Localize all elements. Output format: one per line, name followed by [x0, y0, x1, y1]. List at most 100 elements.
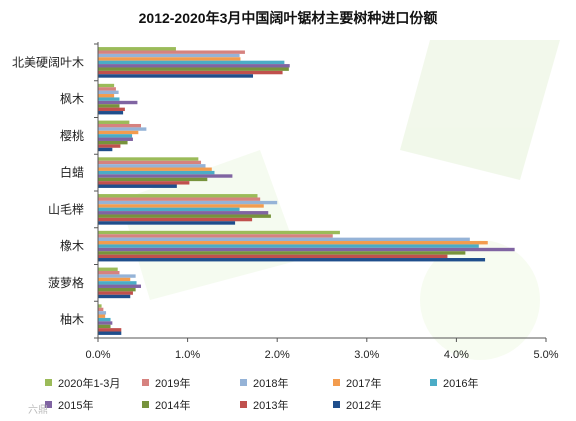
bar — [98, 87, 116, 91]
category-label: 枫木 — [60, 91, 84, 106]
bar — [98, 207, 240, 212]
bar — [98, 221, 236, 225]
legend-swatch — [45, 401, 52, 408]
bar — [98, 274, 136, 278]
x-tick-label: 4.0% — [444, 349, 469, 361]
legend-label: 2015年 — [58, 398, 93, 412]
bar — [98, 277, 131, 282]
bar — [98, 237, 470, 242]
bar — [98, 331, 122, 335]
bar — [98, 211, 269, 215]
legend-label: 2018年 — [253, 376, 288, 390]
bar — [98, 127, 147, 131]
x-tick-label: 5.0% — [533, 349, 558, 361]
bar — [98, 234, 333, 238]
bar — [98, 160, 202, 165]
category-label: 樱桃 — [60, 128, 84, 143]
bar — [98, 287, 136, 292]
category-label: 北美硬阔叶木 — [12, 55, 84, 69]
bar — [98, 177, 208, 182]
bar — [98, 164, 206, 168]
bar — [98, 134, 133, 138]
x-tick-label: 0.0% — [85, 349, 110, 361]
bar — [98, 324, 111, 329]
bar — [98, 317, 111, 322]
bar — [98, 111, 124, 115]
bar — [98, 194, 258, 198]
bar — [98, 294, 131, 299]
bar — [98, 64, 290, 68]
bar — [98, 184, 177, 188]
legend-swatch — [430, 379, 437, 386]
bar — [98, 181, 190, 185]
bar — [98, 244, 479, 248]
bar — [98, 291, 133, 295]
bar — [98, 270, 120, 275]
legend-swatch — [333, 401, 340, 408]
bar — [98, 120, 130, 124]
bar — [98, 217, 253, 222]
bar — [98, 204, 264, 208]
legend-swatch — [240, 401, 247, 408]
bar — [98, 104, 120, 108]
bar — [98, 67, 289, 71]
legend-swatch — [240, 379, 247, 386]
bar — [98, 57, 241, 61]
bar — [98, 321, 113, 325]
bar — [98, 137, 133, 141]
category-label: 柚木 — [60, 312, 84, 327]
bar — [98, 97, 120, 101]
legend-swatch — [333, 379, 340, 386]
chart-title: 2012-2020年3月中国阔叶锯材主要树种进口份额 — [139, 10, 438, 26]
bar — [98, 100, 138, 105]
bar — [98, 258, 486, 262]
bar — [98, 144, 121, 148]
legend: 2020年1-3月 2019年 2018年 2017年 2016年 2015年 2014年 2… — [45, 376, 478, 412]
bar — [98, 174, 233, 178]
bar — [98, 170, 215, 175]
bar — [98, 53, 240, 58]
bar — [98, 247, 515, 252]
bar — [98, 74, 254, 78]
category-label: 山毛榉 — [48, 202, 84, 216]
bar — [98, 70, 283, 75]
bar — [98, 200, 278, 205]
category-label: 菠萝格 — [48, 275, 84, 290]
category-label: 橡木 — [60, 239, 84, 253]
bar — [98, 241, 488, 245]
legend-label: 2019年 — [155, 376, 190, 390]
bar — [98, 147, 113, 152]
bar — [98, 94, 115, 98]
bar — [98, 123, 142, 128]
bar — [98, 304, 102, 308]
bar — [98, 267, 118, 271]
x-tick-label: 1.0% — [175, 349, 200, 361]
legend-label: 2013年 — [253, 398, 288, 412]
category-label: 白蜡 — [60, 165, 84, 180]
bar — [98, 60, 285, 65]
bar — [98, 47, 176, 51]
bar — [98, 307, 104, 312]
bar — [98, 254, 448, 259]
legend-swatch — [45, 379, 52, 386]
bar — [98, 90, 119, 95]
bar — [98, 251, 466, 255]
legend-label: 2014年 — [155, 398, 190, 412]
bar — [98, 167, 212, 171]
bar — [98, 157, 199, 161]
legend-label: 2012年 — [346, 398, 381, 412]
legend-label: 2017年 — [346, 376, 381, 390]
watermark-text: 六鼎 — [28, 404, 48, 416]
legend-label: 2020年1-3月 — [58, 376, 120, 390]
bar — [98, 230, 340, 235]
bar — [98, 50, 245, 54]
legend-label: 2016年 — [443, 376, 478, 390]
x-tick-label: 3.0% — [354, 349, 379, 361]
bar — [98, 281, 137, 285]
bar — [98, 311, 107, 315]
legend-swatch — [142, 379, 149, 386]
bar — [98, 328, 122, 332]
